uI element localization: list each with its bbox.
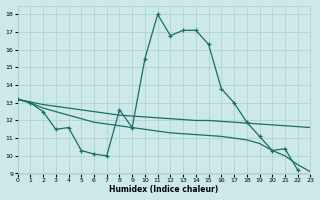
X-axis label: Humidex (Indice chaleur): Humidex (Indice chaleur) <box>109 185 219 194</box>
